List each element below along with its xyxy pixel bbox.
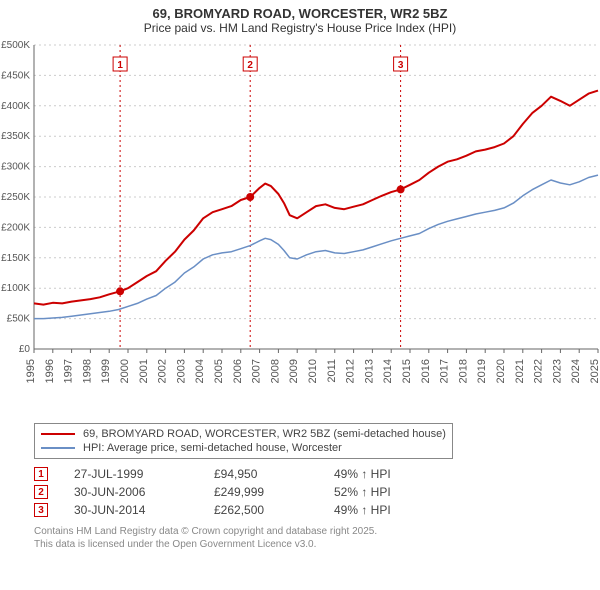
svg-text:2015: 2015 <box>401 359 413 383</box>
sale-row: 1 27-JUL-1999£94,95049% ↑ HPI <box>34 465 600 483</box>
footer-line2: This data is licensed under the Open Gov… <box>34 538 600 551</box>
svg-text:2007: 2007 <box>251 359 263 383</box>
svg-text:1995: 1995 <box>25 359 37 383</box>
svg-text:£300K: £300K <box>1 162 30 173</box>
sale-row: 3 30-JUN-2014£262,50049% ↑ HPI <box>34 501 600 519</box>
sale-pct: 52% ↑ HPI <box>334 485 454 499</box>
svg-text:2012: 2012 <box>345 359 357 383</box>
svg-text:2018: 2018 <box>457 359 469 383</box>
sale-row: 2 30-JUN-2006£249,99952% ↑ HPI <box>34 483 600 501</box>
legend-swatch <box>41 447 75 449</box>
legend-item: 69, BROMYARD ROAD, WORCESTER, WR2 5BZ (s… <box>41 427 446 441</box>
svg-text:1996: 1996 <box>44 359 56 383</box>
svg-text:2025: 2025 <box>589 359 600 383</box>
svg-text:1: 1 <box>117 60 123 71</box>
svg-text:£0: £0 <box>19 344 31 355</box>
svg-text:2017: 2017 <box>439 359 451 383</box>
svg-text:£450K: £450K <box>1 70 30 81</box>
svg-text:£150K: £150K <box>1 253 30 264</box>
legend-label: 69, BROMYARD ROAD, WORCESTER, WR2 5BZ (s… <box>83 428 446 440</box>
sale-marker-box: 1 <box>34 467 48 481</box>
sale-date: 30-JUN-2014 <box>74 503 214 517</box>
svg-text:2014: 2014 <box>382 359 394 383</box>
chart-container: 69, BROMYARD ROAD, WORCESTER, WR2 5BZ Pr… <box>0 0 600 590</box>
svg-text:2022: 2022 <box>533 359 545 383</box>
legend: 69, BROMYARD ROAD, WORCESTER, WR2 5BZ (s… <box>34 423 453 459</box>
svg-text:£250K: £250K <box>1 192 30 203</box>
svg-text:£50K: £50K <box>7 314 31 325</box>
svg-text:2006: 2006 <box>232 359 244 383</box>
svg-text:3: 3 <box>398 60 404 71</box>
svg-text:2016: 2016 <box>420 359 432 383</box>
sale-pct: 49% ↑ HPI <box>334 503 454 517</box>
sale-price: £262,500 <box>214 503 334 517</box>
svg-text:2021: 2021 <box>514 359 526 383</box>
legend-item: HPI: Average price, semi-detached house,… <box>41 441 446 455</box>
svg-text:£400K: £400K <box>1 101 30 112</box>
svg-text:2: 2 <box>247 60 253 71</box>
sale-pct: 49% ↑ HPI <box>334 467 454 481</box>
sale-marker-box: 2 <box>34 485 48 499</box>
plot-area: £0 £50K £100K £150K £200K £250K £300K £350K £400… <box>0 39 600 419</box>
legend-swatch <box>41 433 75 435</box>
svg-text:2003: 2003 <box>175 359 187 383</box>
svg-text:£100K: £100K <box>1 283 30 294</box>
sale-date: 30-JUN-2006 <box>74 485 214 499</box>
sale-price: £94,950 <box>214 467 334 481</box>
sale-date: 27-JUL-1999 <box>74 467 214 481</box>
sales-table: 127-JUL-1999£94,95049% ↑ HPI230-JUN-2006… <box>34 465 600 519</box>
svg-text:2002: 2002 <box>157 359 169 383</box>
svg-text:2013: 2013 <box>363 359 375 383</box>
svg-text:2024: 2024 <box>570 359 582 383</box>
svg-text:2020: 2020 <box>495 359 507 383</box>
svg-text:2019: 2019 <box>476 359 488 383</box>
svg-text:£200K: £200K <box>1 222 30 233</box>
chart-title: 69, BROMYARD ROAD, WORCESTER, WR2 5BZ Pr… <box>0 0 600 39</box>
svg-text:2010: 2010 <box>307 359 319 383</box>
svg-text:1997: 1997 <box>63 359 75 383</box>
title-subtitle: Price paid vs. HM Land Registry's House … <box>0 21 600 35</box>
sale-marker-box: 3 <box>34 503 48 517</box>
legend-label: HPI: Average price, semi-detached house,… <box>83 442 342 454</box>
svg-text:2001: 2001 <box>138 359 150 383</box>
svg-text:2008: 2008 <box>269 359 281 383</box>
svg-text:2009: 2009 <box>288 359 300 383</box>
sale-price: £249,999 <box>214 485 334 499</box>
svg-text:2011: 2011 <box>326 359 338 383</box>
title-address: 69, BROMYARD ROAD, WORCESTER, WR2 5BZ <box>0 6 600 21</box>
svg-text:2023: 2023 <box>551 359 563 383</box>
svg-text:1998: 1998 <box>81 359 93 383</box>
svg-text:2004: 2004 <box>194 359 206 383</box>
svg-text:£350K: £350K <box>1 131 30 142</box>
svg-text:£500K: £500K <box>1 40 30 51</box>
svg-text:2005: 2005 <box>213 359 225 383</box>
svg-text:2000: 2000 <box>119 359 131 383</box>
chart-svg: £0 £50K £100K £150K £200K £250K £300K £350K £400… <box>0 39 600 419</box>
footer-attribution: Contains HM Land Registry data © Crown c… <box>34 525 600 551</box>
svg-text:1999: 1999 <box>100 359 112 383</box>
footer-line1: Contains HM Land Registry data © Crown c… <box>34 525 600 538</box>
